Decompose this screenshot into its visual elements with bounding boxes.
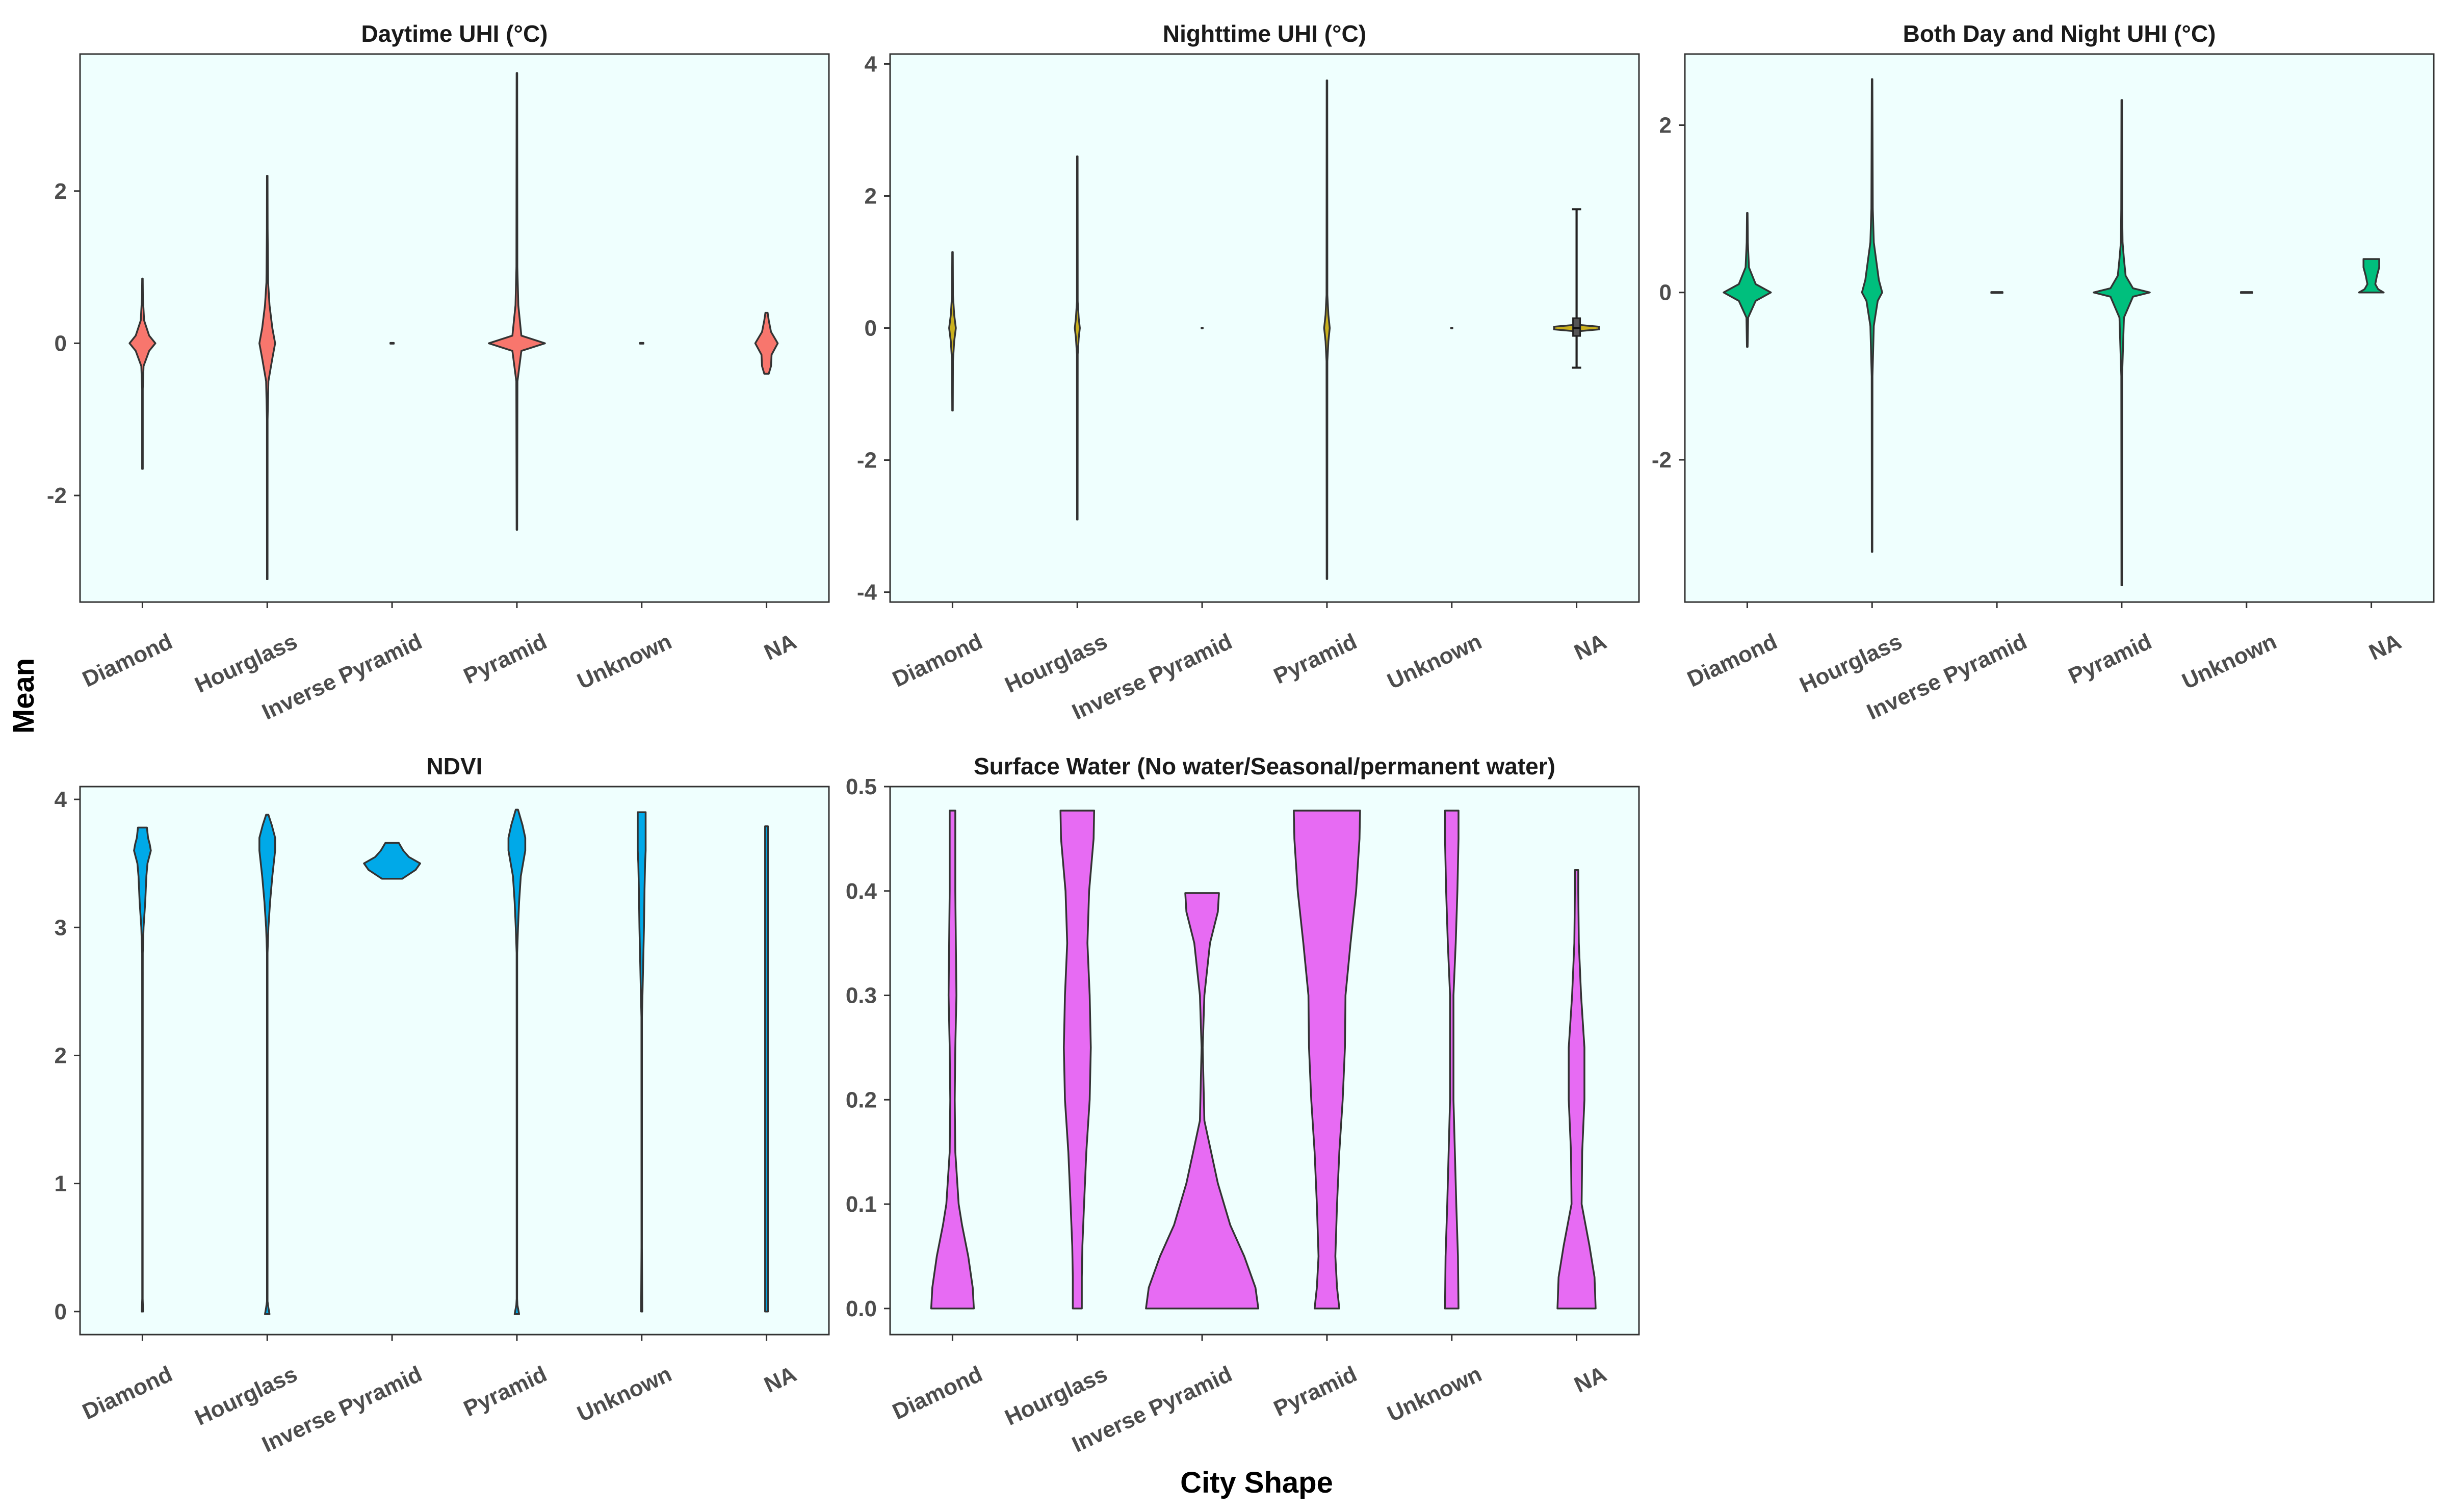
panel-title: Both Day and Night UHI (°C) — [1903, 20, 2216, 47]
x-tick-label: Hourglass — [1796, 629, 1906, 698]
violin-inverse-pyramid — [1990, 291, 2003, 294]
y-tick-label: -2 — [857, 448, 877, 473]
y-tick-label: 0.0 — [846, 1296, 877, 1321]
x-tick-label: Diamond — [889, 1362, 986, 1425]
violin-hourglass — [1861, 78, 1883, 553]
y-tick-label: 1 — [55, 1171, 67, 1196]
panel-background — [80, 54, 829, 602]
panel-background — [890, 787, 1639, 1335]
panel-title: Nighttime UHI (°C) — [1163, 20, 1366, 47]
y-tick-label: 2 — [865, 184, 877, 208]
y-tick-label: 0.4 — [846, 879, 877, 904]
panel-5: Surface Water (No water/Seasonal/permane… — [846, 753, 1640, 1457]
panel-border — [889, 786, 1640, 1336]
violin-hourglass — [1059, 810, 1096, 1310]
x-tick-label: NA — [2365, 629, 2405, 665]
panel-3: Both Day and Night UHI (°C) -2 0 2 Diamond Ho… — [1652, 20, 2435, 725]
y-axis-label: Mean — [7, 658, 40, 734]
violin-diamond — [128, 277, 157, 470]
y-tick-label: 0 — [865, 316, 877, 341]
panel-background — [80, 787, 829, 1335]
x-tick-label: Unknown — [1384, 629, 1486, 694]
violin-inverse-pyramid — [363, 842, 421, 880]
panel-title: NDVI — [427, 753, 483, 779]
y-tick-label: 0 — [1659, 280, 1672, 305]
y-tick-label: 2 — [55, 179, 67, 204]
violin-pyramid — [507, 809, 527, 1315]
violin-diamond — [948, 251, 957, 412]
violin-unknown — [639, 342, 644, 345]
panel-border — [889, 53, 1640, 603]
violin-pyramid — [2093, 99, 2151, 586]
y-tick-label: 0 — [55, 1299, 67, 1324]
violin-na — [764, 825, 769, 1313]
x-tick-label: Diamond — [1683, 629, 1781, 692]
y-tick-label: 2 — [1659, 113, 1672, 138]
x-tick-label: Pyramid — [2065, 629, 2155, 689]
x-tick-label: Unknown — [574, 1362, 675, 1427]
x-tick-label: Pyramid — [1270, 1362, 1361, 1422]
x-tick-label: Unknown — [574, 629, 675, 694]
violin-na — [2358, 258, 2385, 294]
panel-border — [79, 53, 830, 603]
y-tick-label: 0.5 — [846, 774, 877, 799]
x-tick-label: Unknown — [2178, 629, 2280, 694]
y-tick-label: 0.1 — [846, 1192, 877, 1217]
y-tick-label: 4 — [55, 787, 67, 812]
violin-diamond — [133, 826, 152, 1313]
violin-na — [1556, 869, 1597, 1310]
x-tick-label: NA — [760, 1362, 800, 1398]
violin-inverse-pyramid — [389, 342, 395, 345]
x-tick-label: Pyramid — [1270, 629, 1361, 689]
violin-na — [754, 311, 779, 375]
y-tick-label: -2 — [47, 483, 67, 508]
y-tick-label: 0.3 — [846, 983, 877, 1008]
x-tick-label: Hourglass — [1001, 629, 1111, 698]
x-tick-label: Hourglass — [191, 1362, 301, 1430]
y-tick-label: -2 — [1652, 448, 1672, 473]
x-tick-label: Hourglass — [1001, 1362, 1111, 1430]
panel-title: Daytime UHI (°C) — [361, 20, 548, 47]
boxplot-na — [1572, 208, 1581, 369]
x-tick-label: Hourglass — [191, 629, 301, 698]
panel-title: Surface Water (No water/Seasonal/permane… — [974, 753, 1555, 779]
violin-inverse-pyramid — [1145, 892, 1260, 1310]
x-tick-label: Diamond — [79, 629, 176, 692]
x-tick-label: Unknown — [1384, 1362, 1486, 1427]
x-tick-label: Pyramid — [460, 1362, 551, 1422]
violin-hourglass — [258, 814, 276, 1315]
panel-background — [890, 54, 1639, 602]
x-tick-label: NA — [1570, 629, 1610, 665]
panel-2: Nighttime UHI (°C) -4 -2 0 2 4 Diamond Hourglas… — [857, 20, 1640, 725]
violin-pyramid — [1323, 80, 1331, 580]
x-tick-label: Diamond — [79, 1362, 176, 1425]
violin-unknown — [2240, 291, 2253, 294]
panel-border — [1684, 53, 2435, 603]
violin-hourglass — [258, 175, 276, 580]
y-tick-label: 0 — [55, 331, 67, 356]
x-tick-label: Diamond — [889, 629, 986, 692]
violin-pyramid — [1293, 810, 1361, 1310]
violin-diamond — [1723, 212, 1772, 348]
x-tick-label: NA — [760, 629, 800, 665]
violin-unknown — [1444, 810, 1460, 1310]
x-tick-label: NA — [1570, 1362, 1610, 1398]
violin-hourglass — [1074, 155, 1081, 520]
violin-diamond — [930, 810, 975, 1310]
x-axis-label: City Shape — [1180, 1466, 1333, 1499]
violin-pyramid — [488, 72, 546, 531]
y-tick-label: 4 — [865, 51, 877, 76]
y-tick-label: 2 — [55, 1043, 67, 1068]
panel-border — [79, 786, 830, 1336]
x-tick-label: Pyramid — [460, 629, 551, 689]
violin-unknown — [637, 811, 647, 1313]
y-tick-label: 0.2 — [846, 1087, 877, 1112]
y-tick-label: 3 — [55, 915, 67, 940]
y-tick-label: -4 — [857, 580, 877, 605]
panel-background — [1685, 54, 2434, 602]
